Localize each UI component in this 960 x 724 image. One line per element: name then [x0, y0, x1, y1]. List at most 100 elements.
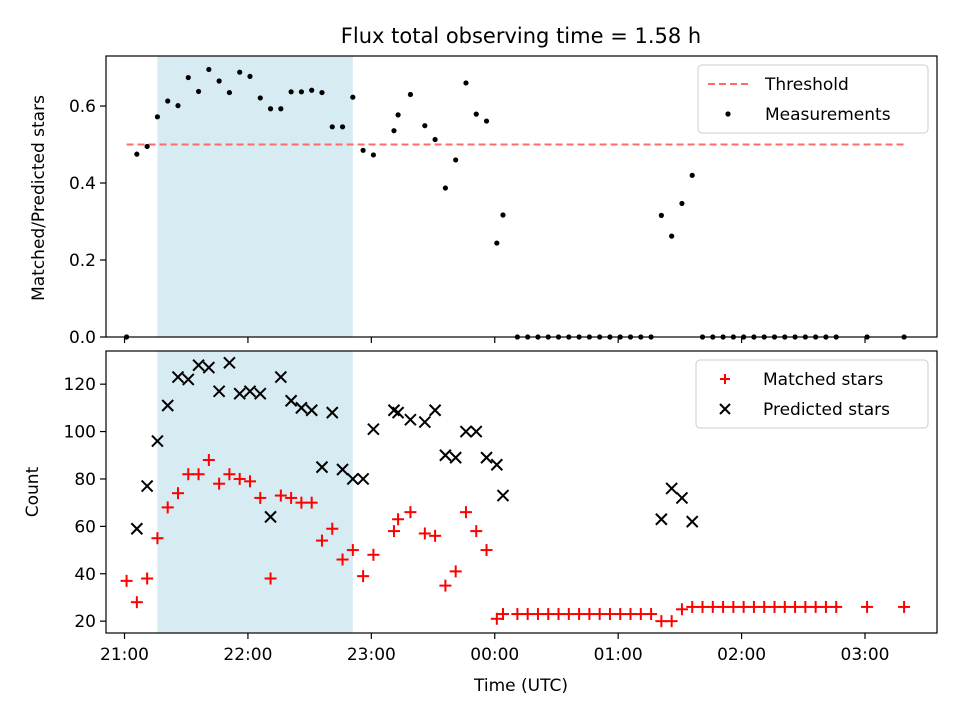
bottom-matched-point — [254, 491, 267, 504]
bottom-matched-point — [392, 513, 405, 526]
top-legend: Threshold Measurements — [697, 64, 929, 134]
bottom-matched-point — [315, 534, 328, 547]
bottom-predicted-point — [295, 401, 308, 415]
top-point — [144, 143, 150, 150]
legend-predicted-label: Predicted stars — [763, 400, 890, 420]
bottom-matched-point — [624, 608, 637, 621]
bottom-xtick-label: 03:00 — [841, 645, 890, 665]
bottom-matched-point — [809, 600, 822, 613]
top-ytick-label: 0.2 — [69, 251, 96, 271]
bottom-matched-point — [758, 600, 771, 613]
bottom-matched-point — [706, 600, 719, 613]
bottom-ytick-label: 80 — [74, 470, 96, 490]
bottom-matched-point — [470, 525, 483, 538]
bottom-matched-point — [614, 608, 627, 621]
bottom-matched-point — [521, 608, 534, 621]
marker-stroke — [336, 463, 349, 476]
bottom-matched-point — [171, 487, 184, 500]
top-point — [257, 95, 263, 101]
bottom-predicted-point — [665, 482, 678, 495]
top-point — [319, 89, 325, 96]
top-point — [237, 69, 243, 75]
marker-stroke — [490, 458, 504, 471]
bottom-xtick-label: 02:00 — [717, 645, 766, 665]
bottom-predicted-point — [686, 515, 699, 528]
bottom-predicted-point — [192, 359, 205, 372]
bottom-matched-point — [480, 544, 493, 557]
top-point — [473, 111, 479, 117]
bottom-matched-point — [830, 600, 843, 613]
bottom-matched-point — [655, 615, 668, 628]
top-point — [329, 124, 335, 130]
bottom-ytick-label: 100 — [64, 423, 96, 443]
marker-stroke — [295, 401, 308, 415]
bottom-axes-frame — [105, 350, 938, 634]
bottom-series-0 — [120, 454, 911, 628]
bottom-predicted-point — [130, 522, 144, 535]
bottom-matched-point — [861, 600, 874, 613]
bottom-matched-point — [274, 489, 287, 502]
bottom-matched-point — [346, 544, 359, 557]
marker-stroke — [675, 491, 689, 505]
top-point — [453, 157, 459, 163]
bottom-predicted-point — [428, 404, 442, 417]
top-point — [288, 89, 294, 95]
top-ylabel: Matched/Predicted stars — [29, 95, 49, 301]
bottom-predicted-point — [336, 463, 349, 476]
bottom-predicted-point — [449, 451, 462, 464]
marker-stroke — [140, 479, 154, 493]
top-point — [679, 200, 685, 207]
bottom-predicted-point — [439, 449, 452, 462]
bottom-matched-point — [562, 608, 575, 621]
top-point — [360, 147, 366, 153]
marker-stroke — [470, 425, 483, 438]
bottom-matched-point — [305, 496, 318, 509]
bottom-ylabel: Count — [23, 466, 43, 517]
bottom-matched-point — [336, 553, 349, 566]
marker-stroke — [202, 361, 216, 374]
bottom-xtick-label: 01:00 — [594, 645, 643, 665]
top-point — [216, 78, 222, 84]
bottom-predicted-point — [346, 472, 360, 486]
bottom-matched-point — [120, 574, 133, 587]
bottom-predicted-point — [243, 385, 257, 398]
bottom-predicted-point — [254, 387, 267, 400]
marker-stroke — [449, 451, 462, 464]
top-point — [350, 94, 356, 100]
bottom-series-1 — [130, 356, 699, 535]
marker-stroke — [212, 385, 226, 398]
bottom-ytick-label: 20 — [74, 612, 96, 632]
bottom-predicted-point — [212, 385, 226, 398]
bottom-xtick-label: 21:00 — [100, 645, 149, 665]
marker-stroke — [665, 482, 678, 495]
bottom-legend-box — [695, 359, 929, 429]
bottom-matched-point — [799, 600, 812, 613]
marker-stroke — [404, 413, 417, 426]
bottom-predicted-point — [470, 425, 483, 438]
marker-stroke — [356, 472, 370, 486]
top-panel: Matched/Predicted stars 0.0 0.2 0.4 0.6 Thr… — [29, 55, 938, 348]
bottom-ytick-label: 120 — [64, 375, 96, 395]
bottom-matched-point — [675, 603, 688, 616]
marker-stroke — [192, 359, 205, 372]
top-point — [658, 212, 664, 218]
top-point — [407, 91, 414, 98]
bottom-predicted-point — [459, 425, 473, 438]
top-point — [267, 106, 274, 112]
bottom-predicted-point — [367, 422, 380, 436]
top-point — [134, 151, 140, 157]
top-point — [689, 172, 695, 178]
marker-stroke — [439, 449, 452, 462]
bottom-predicted-point — [233, 387, 246, 400]
top-point — [298, 89, 305, 95]
legend-matched-label: Matched stars — [763, 370, 883, 390]
top-point — [500, 212, 506, 218]
legend-measurements-label: Measurements — [765, 105, 891, 125]
bottom-predicted-point — [223, 356, 236, 370]
bottom-xtick-label: 00:00 — [470, 645, 519, 665]
top-legend-box — [697, 64, 929, 134]
bottom-matched-point — [429, 529, 442, 542]
bottom-predicted-point — [655, 513, 668, 526]
bottom-matched-point — [387, 525, 400, 538]
